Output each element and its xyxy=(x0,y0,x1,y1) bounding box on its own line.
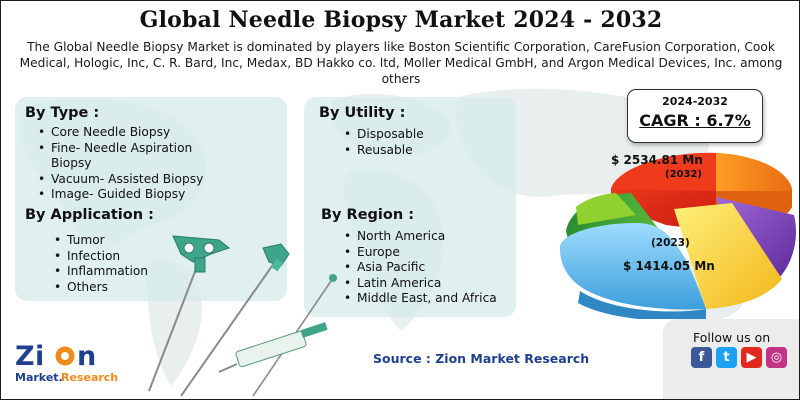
follow-label: Follow us on xyxy=(693,330,771,345)
list-item: Europe xyxy=(341,245,497,261)
page-title: Global Needle Biopsy Market 2024 - 2032 xyxy=(139,7,663,33)
list-item: Fine- Needle Aspiration xyxy=(35,141,203,157)
biopsy-instruments-illustration xyxy=(148,235,337,397)
list-item: Infection xyxy=(51,249,148,265)
cagr-box: 2024-2032 CAGR : 6.7% xyxy=(627,89,763,143)
twitter-icon[interactable]: t xyxy=(716,347,737,368)
list-item: Asia Pacific xyxy=(341,260,497,276)
list-item: North America xyxy=(341,229,497,245)
cagr-value: CAGR : 6.7% xyxy=(639,111,751,130)
list-item: Core Needle Biopsy xyxy=(35,125,203,141)
pie-bottom-slab xyxy=(559,223,706,319)
by-utility-title: By Utility : xyxy=(319,105,406,121)
source-label: Source : Zion Market Research xyxy=(373,351,590,366)
instagram-icon[interactable]: ◎ xyxy=(766,347,787,368)
by-region-title: By Region : xyxy=(321,207,415,223)
list-item: Inflammation xyxy=(51,264,148,280)
pie-year-2023: (2023) xyxy=(651,237,690,249)
by-application-list: Tumor Infection Inflammation Others xyxy=(51,233,148,295)
syringe-icon xyxy=(218,322,328,373)
by-application-title: By Application : xyxy=(25,207,154,223)
list-item: Image- Guided Biopsy xyxy=(35,187,203,203)
list-item: Tumor xyxy=(51,233,148,249)
svg-text:Market.: Market. xyxy=(15,371,63,384)
list-item: Vacuum- Assisted Biopsy xyxy=(35,172,203,188)
by-utility-list: Disposable Reusable xyxy=(341,127,424,158)
market-pie-graphic xyxy=(559,152,797,319)
by-type-list: Core Needle Biopsy Fine- Needle Aspirati… xyxy=(35,125,203,203)
by-region-list: North America Europe Asia Pacific Latin … xyxy=(341,229,497,307)
svg-text:Research: Research xyxy=(61,371,118,384)
by-type-title: By Type : xyxy=(25,105,100,121)
zion-logo: Z i n Market. Research xyxy=(13,339,123,389)
cagr-period: 2024-2032 xyxy=(662,95,728,108)
pie-value-2032: $ 2534.81 Mn xyxy=(611,153,703,167)
list-item: Middle East, and Africa xyxy=(341,291,497,307)
list-item: Others xyxy=(51,280,148,296)
youtube-icon[interactable]: ▶ xyxy=(741,347,762,368)
list-item-continued: Biopsy xyxy=(51,156,92,170)
page-subtitle: The Global Needle Biopsy Market is domin… xyxy=(19,40,783,86)
list-item: Disposable xyxy=(341,127,424,143)
pie-yellow-slab xyxy=(674,203,782,309)
list-item: Latin America xyxy=(341,276,497,292)
biopsy-gun-icon xyxy=(148,235,231,392)
zion-logo-mark: Z i n Market. Research xyxy=(15,341,118,384)
facebook-icon[interactable]: f xyxy=(691,347,712,368)
svg-text:Z: Z xyxy=(15,341,35,372)
svg-text:i: i xyxy=(35,341,44,372)
list-item: Reusable xyxy=(341,143,424,159)
svg-text:n: n xyxy=(77,341,96,372)
pie-value-2023: $ 1414.05 Mn xyxy=(623,259,715,273)
pie-year-2032: (2032) xyxy=(665,169,702,180)
aspiration-needle-icon xyxy=(180,243,290,397)
